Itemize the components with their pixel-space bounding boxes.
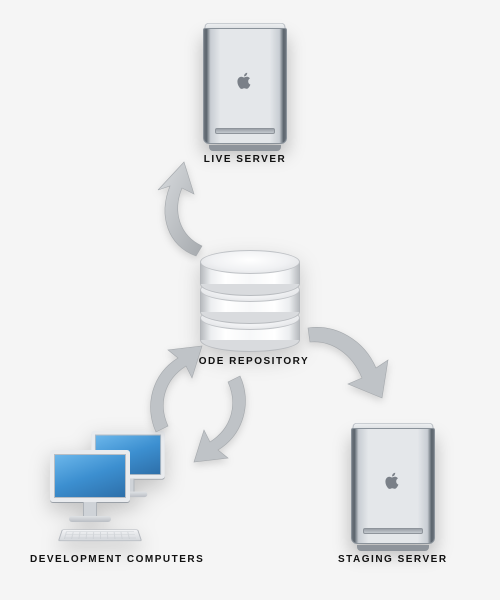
server-tower-icon — [195, 18, 295, 148]
node-live-server: LIVE SERVER — [195, 18, 295, 165]
node-staging-server: STAGING SERVER — [338, 418, 448, 565]
server-tower-icon — [343, 418, 443, 548]
node-development-computers: DEVELOPMENT COMPUTERS — [30, 428, 204, 565]
monitors-icon — [42, 428, 192, 548]
development-computers-label: DEVELOPMENT COMPUTERS — [30, 554, 204, 565]
database-icon — [195, 250, 305, 350]
arrow-repo-to-dev-icon — [186, 372, 256, 467]
arrow-repo-to-live-icon — [150, 160, 220, 260]
staging-server-label: STAGING SERVER — [338, 554, 448, 565]
arrow-repo-to-staging-icon — [302, 318, 397, 413]
